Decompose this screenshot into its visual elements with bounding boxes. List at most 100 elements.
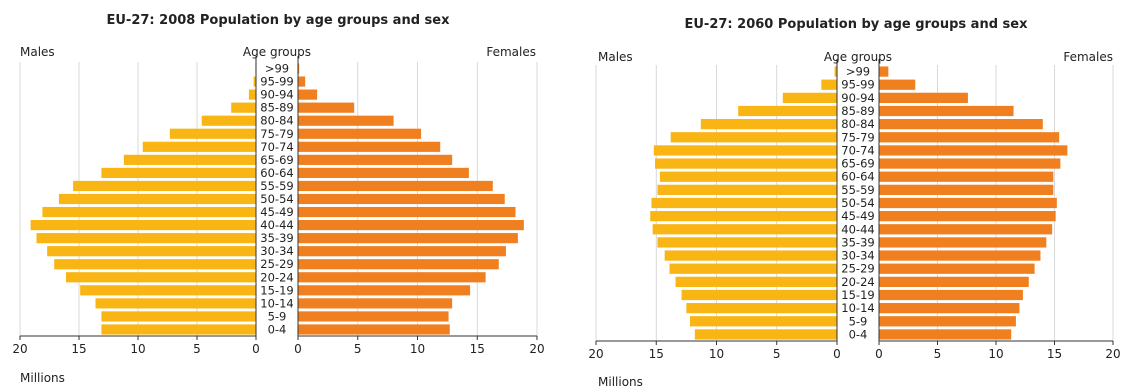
chart-2-male-bar (651, 197, 837, 209)
chart-1-male-tick-label: 5 (193, 342, 201, 356)
chart-1-age-group-label: 45-49 (260, 205, 293, 219)
chart-2-female-tick-label: 0 (875, 347, 883, 361)
chart-2-male-bar (782, 92, 837, 103)
chart-2-age-group-label: 10-14 (841, 301, 874, 315)
chart-1-male-bar (80, 285, 257, 296)
chart-1-male-bar (201, 115, 256, 126)
chart-1-male-tick-label: 20 (12, 342, 27, 356)
chart-2-female-bar (879, 197, 1057, 209)
chart-2-age-group-label: 75-79 (841, 130, 874, 144)
chart-1-age-group-label: 10-14 (260, 296, 293, 310)
chart-1-age-group-label: 85-89 (260, 101, 293, 115)
chart-1-female-tick-label: 15 (470, 342, 485, 356)
chart-1-males-label: Males (20, 45, 55, 59)
chart-2-male-bar (700, 119, 837, 130)
chart-2-male-bar (689, 316, 837, 327)
chart-1-female-bar (298, 193, 505, 205)
chart-2-female-bar (879, 132, 1060, 143)
chart-2-female-bar (879, 250, 1041, 261)
chart-2-male-bar (657, 184, 837, 195)
chart-2-female-bar (879, 66, 889, 77)
chart-1-male-bar (231, 102, 256, 113)
chart-2-male-tick-label: 15 (649, 347, 664, 361)
chart-1-age-group-label: 60-64 (260, 166, 293, 180)
chart-1-male-bar (73, 180, 256, 192)
chart-2-age-group-label: 0-4 (849, 327, 868, 341)
chart-2-male-bar (653, 145, 837, 156)
chart-2-age-group-label: 35-39 (841, 235, 874, 249)
chart-1-female-tick-label: 10 (410, 342, 425, 356)
chart-2-male-bar (738, 105, 837, 117)
chart-1-age-group-label: 5-9 (268, 309, 287, 323)
chart-1-male-bar (142, 141, 256, 152)
chart-1-unit-label: Millions (20, 371, 65, 385)
chart-2-age-group-label: 15-19 (841, 288, 874, 302)
chart-1-female-bar (298, 115, 394, 126)
chart-1-male-bar (36, 233, 256, 244)
chart-1-male-bar (123, 154, 256, 165)
chart-2-male-bar (694, 329, 837, 340)
chart-1-male-bar (101, 311, 256, 322)
chart-1-female-bar (298, 311, 449, 322)
chart-1-age-group-label: 15-19 (260, 283, 293, 297)
chart-1-female-tick-label: 0 (294, 342, 302, 356)
chart-1-female-bar (298, 259, 499, 270)
chart-1-female-bar (298, 89, 318, 100)
chart-1-female-bar (298, 246, 506, 257)
chart-2-female-bar (879, 145, 1068, 156)
chart-2-female-bar (879, 224, 1053, 235)
chart-1-female-bar (298, 233, 518, 244)
chart-2-female-bar (879, 184, 1054, 195)
chart-2-age-group-label: 95-99 (841, 78, 874, 92)
chart-2-female-tick-label: 20 (1105, 347, 1120, 361)
chart-2-females-label: Females (1063, 50, 1113, 64)
chart-2-female-bar (879, 79, 916, 90)
chart-1-male-bar (101, 167, 256, 178)
chart-2-male-bar (650, 211, 837, 222)
chart-2-female-bar (879, 289, 1023, 301)
chart-2-female-bar (879, 263, 1035, 274)
chart-1-female-bar (298, 298, 453, 309)
chart-2-female-tick-label: 15 (1047, 347, 1062, 361)
chart-2-age-group-label: 20-24 (841, 275, 874, 289)
chart-2-age-group-label: 5-9 (849, 314, 868, 328)
chart-1-age-group-label: 80-84 (260, 114, 293, 128)
chart-2-male-bar (686, 303, 837, 314)
chart-1-male-bar (66, 272, 257, 283)
chart-2-female-bar (879, 92, 968, 103)
chart-2-male-bar (821, 79, 837, 90)
chart-1-age-group-label: 95-99 (260, 75, 293, 89)
chart-2-female-bar (879, 105, 1014, 117)
chart-1-male-bar (169, 128, 256, 139)
chart-2-female-bar (879, 303, 1020, 314)
chart-1-female-bar (298, 285, 471, 296)
chart-2-male-bar (834, 66, 837, 77)
chart-2-male-bar (664, 250, 837, 261)
chart-1-age-group-label: >99 (265, 62, 289, 76)
chart-2-male-bar (657, 237, 837, 248)
chart-1-age-group-label: 70-74 (260, 140, 293, 154)
chart-1-female-tick-label: 20 (529, 342, 544, 356)
chart-2-age-group-label: 25-29 (841, 262, 874, 276)
chart-1-female-bar (298, 180, 493, 192)
chart-2-male-bar (669, 263, 837, 274)
chart-1-age-group-label: 30-34 (260, 244, 293, 258)
chart-2-male-tick-label: 0 (833, 347, 841, 361)
chart-2-age-group-label: 60-64 (841, 170, 874, 184)
chart-1-female-bar (298, 272, 486, 283)
chart-2-age-groups-label: Age groups (824, 50, 892, 64)
chart-1-male-bar (253, 76, 256, 87)
chart-1-male-bar (54, 259, 256, 270)
chart-1-male-tick-label: 0 (252, 342, 260, 356)
chart-2-age-group-label: 70-74 (841, 143, 874, 157)
chart-2-age-group-label: 30-34 (841, 249, 874, 263)
chart-2-age-group-label: 90-94 (841, 91, 874, 105)
chart-2-unit-label: Millions (598, 375, 643, 388)
chart-2-female-bar (879, 329, 1012, 340)
chart-1-age-group-label: 35-39 (260, 231, 293, 245)
chart-2-male-bar (655, 158, 837, 169)
chart-2-male-tick-label: 5 (773, 347, 781, 361)
chart-2-female-bar (879, 237, 1047, 248)
chart-1-female-bar (298, 154, 453, 165)
